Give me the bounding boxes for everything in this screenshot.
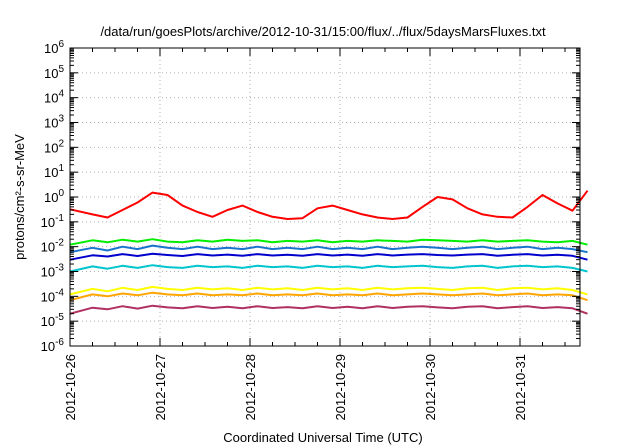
y-tick-label: 10-4 <box>41 287 65 304</box>
y-tick-label: 103 <box>44 114 64 131</box>
y-tick-labels: 10-6 10-5 10-4 10-3 10-2 10-1 100 101 102 103 104 1… <box>41 39 65 354</box>
x-tick-label: 2012-10-28 <box>243 354 258 421</box>
y-tick-label: 10-6 <box>41 337 65 354</box>
series-line <box>69 291 588 302</box>
axis-ticks <box>69 47 580 347</box>
y-tick-label: 104 <box>44 89 64 106</box>
y-tick-label: 106 <box>44 39 64 56</box>
y-axis-title: protons/cm²-s-sr-MeV <box>12 134 27 260</box>
chart-title: /data/run/goesPlots/archive/2012-10-31/1… <box>100 24 546 39</box>
series-line <box>69 252 588 261</box>
series-line <box>69 285 588 296</box>
series-line <box>69 238 588 246</box>
series-line <box>69 264 588 273</box>
x-tick-labels: 2012-10-26 2012-10-27 2012-10-28 2012-10-29… <box>63 354 528 421</box>
y-tick-label: 102 <box>44 138 64 155</box>
series-layer <box>69 190 589 315</box>
x-tick-label: 2012-10-29 <box>333 354 348 421</box>
series-line <box>69 190 589 220</box>
series-line <box>69 304 588 315</box>
series-line <box>69 244 588 254</box>
x-tick-label: 2012-10-26 <box>63 354 78 421</box>
x-tick-label: 2012-10-30 <box>423 354 438 421</box>
y-tick-label: 10-2 <box>41 238 65 255</box>
y-tick-label: 101 <box>44 163 64 180</box>
x-axis-title: Coordinated Universal Time (UTC) <box>223 430 422 445</box>
y-tick-label: 105 <box>44 64 64 81</box>
y-tick-label: 100 <box>44 188 64 205</box>
y-tick-label: 10-5 <box>41 312 65 329</box>
x-tick-label: 2012-10-27 <box>153 354 168 421</box>
y-tick-label: 10-3 <box>41 263 65 280</box>
y-tick-label: 10-1 <box>41 213 65 230</box>
x-tick-label: 2012-10-31 <box>513 354 528 421</box>
